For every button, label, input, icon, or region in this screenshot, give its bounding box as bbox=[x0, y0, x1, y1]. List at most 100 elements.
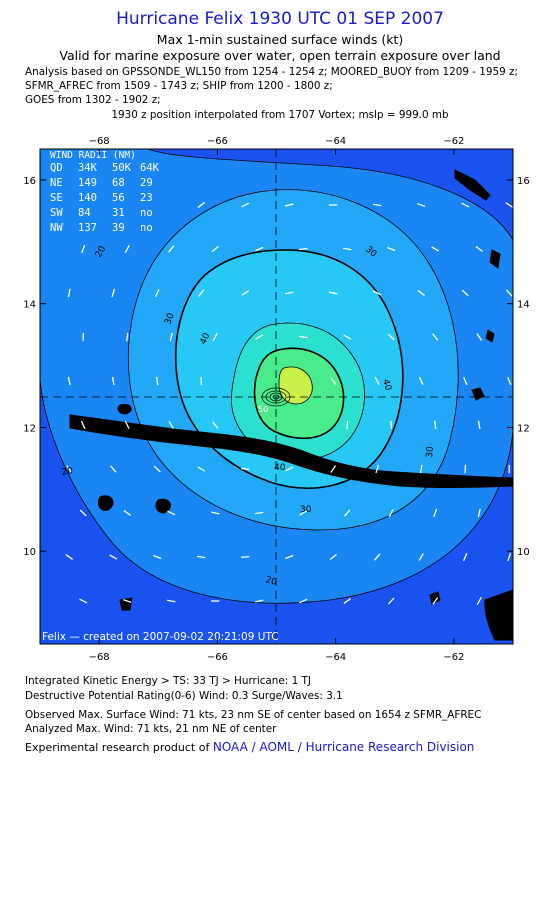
wind-barb bbox=[153, 554, 162, 560]
wind-radii-cell: SW bbox=[50, 207, 63, 219]
wind-radii-header-cell: 34K bbox=[78, 162, 98, 174]
wind-barb bbox=[241, 555, 250, 559]
lat-tick-label-right: 14 bbox=[517, 300, 530, 311]
interpolation-note: 1930 z position interpolated from 1707 V… bbox=[111, 109, 449, 121]
lon-tick-label-top: −68 bbox=[89, 136, 110, 147]
lon-tick-label-top: −66 bbox=[207, 136, 228, 147]
wind-barb bbox=[476, 333, 483, 341]
wind-radii-cell: 140 bbox=[78, 192, 97, 204]
lat-tick-label-left: 10 bbox=[23, 547, 36, 558]
lon-tick-label-bottom: −62 bbox=[443, 652, 464, 663]
wind-barb bbox=[343, 509, 351, 517]
lon-tick-label-top: −62 bbox=[443, 136, 464, 147]
lon-tick-label-bottom: −68 bbox=[89, 652, 110, 663]
observed-max-wind: Observed Max. Surface Wind: 71 kts, 23 n… bbox=[25, 709, 482, 721]
wind-radii-cell: 68 bbox=[112, 177, 125, 189]
wind-barb bbox=[79, 598, 88, 604]
map-subtitle-winds: Max 1-min sustained surface winds (kt) bbox=[156, 32, 404, 47]
wind-barb bbox=[80, 420, 86, 430]
wind-barb bbox=[285, 291, 294, 295]
wind-radii-cell: 31 bbox=[112, 207, 125, 219]
contour-label: 40 bbox=[380, 378, 393, 392]
lon-tick-label-top: −64 bbox=[325, 136, 346, 147]
wind-barb bbox=[507, 376, 512, 386]
wind-barb bbox=[168, 245, 175, 253]
wind-radii-cell: NE bbox=[50, 177, 63, 189]
lat-tick-label-left: 16 bbox=[23, 176, 36, 187]
wind-barb bbox=[285, 466, 294, 472]
land-outlines bbox=[69, 169, 513, 641]
wind-barb bbox=[241, 202, 250, 208]
analysis-line-2: SFMR_AFREC from 1509 - 1743 z; SHIP from… bbox=[25, 80, 333, 92]
wind-barb bbox=[299, 598, 308, 604]
wind-barb bbox=[212, 333, 218, 341]
map-subtitle-exposure: Valid for marine exposure over water, op… bbox=[59, 48, 501, 63]
wind-barb bbox=[507, 552, 512, 562]
lat-tick-label-left: 12 bbox=[23, 423, 36, 434]
wind-barb bbox=[167, 510, 176, 516]
wind-barb bbox=[285, 203, 294, 207]
product-credit-prefix: Experimental research product of bbox=[25, 741, 213, 754]
wind-barb bbox=[330, 465, 337, 473]
lat-tick-label-left: 14 bbox=[23, 300, 36, 311]
wind-radii-cell: NW bbox=[50, 222, 63, 234]
wind-barb bbox=[212, 421, 219, 429]
wind-barb bbox=[168, 421, 174, 429]
contour-label: 30 bbox=[425, 446, 436, 459]
wind-barb bbox=[154, 288, 160, 298]
destructive-potential-line: Destructive Potential Rating(0-6) Wind: … bbox=[25, 690, 343, 702]
wind-barb bbox=[476, 597, 482, 605]
wind-barb bbox=[520, 246, 526, 252]
wind-barb bbox=[241, 290, 250, 296]
contour-label: 50 bbox=[258, 405, 268, 414]
wind-band-70 bbox=[278, 366, 313, 405]
wind-barb bbox=[126, 332, 129, 342]
wind-barb bbox=[387, 333, 395, 341]
wind-barb bbox=[523, 509, 524, 517]
map-title: Hurricane Felix 1930 UTC 01 SEP 2007 bbox=[116, 9, 444, 29]
wind-barb bbox=[255, 334, 264, 340]
wind-radii-cell: 39 bbox=[112, 222, 125, 234]
lon-tick-label-bottom: −64 bbox=[325, 652, 346, 663]
wind-barb bbox=[124, 245, 130, 253]
wind-radii-cell: no bbox=[140, 222, 153, 234]
wind-barb bbox=[255, 511, 264, 515]
wind-barb bbox=[330, 377, 337, 385]
wind-barb bbox=[343, 247, 352, 251]
analysis-line-3: GOES from 1302 - 1902 z; bbox=[25, 94, 161, 106]
wind-barb bbox=[387, 246, 396, 252]
wind-barb bbox=[417, 289, 425, 297]
wind-field-plot: 20 30 40 30 40 30 20 20 50 30 40 WIND RA… bbox=[40, 149, 526, 644]
wind-barb bbox=[79, 509, 87, 517]
wind-barb bbox=[111, 288, 116, 298]
hrd-link[interactable]: NOAA / AOML / Hurricane Research Divisio… bbox=[212, 740, 475, 754]
wind-barb bbox=[110, 465, 117, 473]
wind-barb bbox=[461, 289, 469, 297]
wind-barb bbox=[477, 508, 481, 518]
kinetic-energy-line: Integrated Kinetic Energy > TS: 33 TJ > … bbox=[25, 675, 311, 687]
wind-barb bbox=[522, 597, 525, 605]
wind-barb bbox=[432, 333, 439, 341]
wind-radii-cell: 23 bbox=[140, 192, 153, 204]
contour-label: 20 bbox=[61, 466, 74, 478]
wind-barb bbox=[123, 510, 131, 516]
wind-barb bbox=[197, 555, 206, 559]
wind-barb bbox=[124, 420, 130, 430]
wind-barb bbox=[329, 553, 337, 561]
wind-barb bbox=[329, 291, 338, 295]
lat-tick-label-right: 10 bbox=[517, 547, 530, 558]
wind-radii-header-cell: 64K bbox=[140, 162, 160, 174]
wind-barb bbox=[67, 376, 71, 386]
wind-barb bbox=[431, 246, 440, 252]
wind-barb bbox=[388, 509, 394, 517]
wind-barb bbox=[477, 420, 481, 430]
wind-barb bbox=[374, 553, 381, 561]
product-credit: Experimental research product of NOAA / … bbox=[25, 740, 474, 754]
wind-barb bbox=[375, 464, 380, 474]
wind-barb bbox=[65, 554, 73, 560]
wind-barb bbox=[475, 245, 483, 253]
wind-barb bbox=[387, 597, 395, 605]
wind-barb bbox=[390, 420, 393, 430]
analyzed-max-wind: Analyzed Max. Wind: 71 kts, 21 nm NE of … bbox=[25, 723, 277, 735]
wind-barb bbox=[111, 376, 115, 386]
